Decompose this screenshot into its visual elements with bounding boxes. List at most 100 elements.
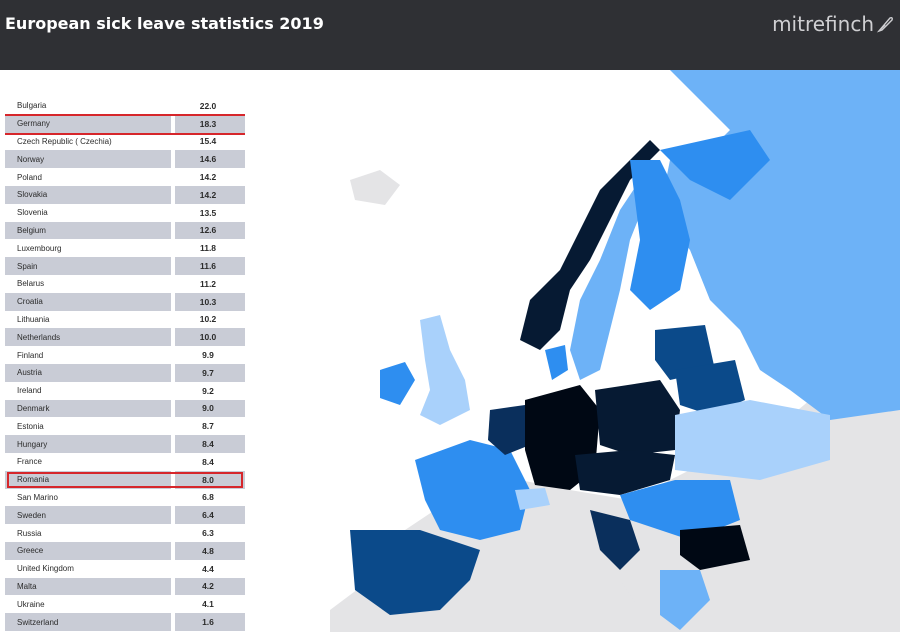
table-row: Netherlands 10.0 — [5, 328, 245, 347]
map-bulgaria — [680, 525, 750, 570]
table-row: Austria 9.7 — [5, 363, 245, 382]
table-row: Finland 9.9 — [5, 346, 245, 364]
country-name: Slovenia — [17, 208, 48, 218]
sick-leave-value: 8.0 — [202, 474, 214, 485]
table-row: Ireland 9.2 — [5, 381, 245, 400]
europe-choropleth-map — [330, 70, 900, 632]
country-name: Norway — [17, 154, 45, 164]
table-row: Slovenia 13.5 — [5, 203, 245, 222]
highlight-line — [5, 113, 245, 116]
column-gap — [171, 399, 175, 418]
column-gap — [171, 613, 175, 631]
table-row: Denmark 9.0 — [5, 399, 245, 418]
table-row: Poland 14.2 — [5, 168, 245, 186]
map-balkans — [590, 510, 640, 570]
country-name: Sweden — [17, 510, 46, 520]
column-gap — [171, 132, 175, 151]
sick-leave-value: 4.1 — [202, 599, 214, 610]
map-finland — [630, 160, 690, 310]
column-gap — [171, 363, 175, 382]
table-row: Germany 18.3 — [5, 114, 245, 133]
sick-leave-value: 9.2 — [202, 385, 214, 396]
column-gap — [171, 524, 175, 542]
column-gap — [171, 221, 175, 240]
country-name: Spain — [17, 261, 38, 271]
country-name: Denmark — [17, 403, 50, 413]
column-gap — [171, 435, 175, 453]
country-name: Netherlands — [17, 332, 61, 342]
sick-leave-value: 6.3 — [202, 528, 214, 539]
sick-leave-value: 15.4 — [199, 136, 217, 147]
sick-leave-value: 11.6 — [199, 261, 217, 272]
sick-leave-value: 4.4 — [202, 563, 214, 574]
map-russia-north — [660, 130, 770, 200]
column-gap — [171, 310, 175, 329]
feather-pen-icon — [876, 17, 893, 33]
sick-leave-value: 8.4 — [202, 456, 214, 467]
country-name: Lithuania — [17, 314, 50, 324]
column-gap — [171, 470, 175, 489]
map-poland — [595, 380, 680, 455]
column-gap — [171, 292, 175, 311]
brand-logo: mitrefinch — [772, 12, 894, 36]
table-row: Croatia 10.3 — [5, 292, 245, 311]
sick-leave-value: 9.9 — [202, 350, 214, 361]
map-france — [415, 440, 530, 540]
table-row: Lithuania 10.2 — [5, 310, 245, 329]
column-gap — [171, 274, 175, 293]
country-name: United Kingdom — [17, 564, 74, 574]
table-row: Ukraine 4.1 — [5, 595, 245, 614]
map-ireland — [380, 362, 415, 405]
map-united-kingdom — [420, 315, 470, 425]
sick-leave-value: 11.8 — [199, 243, 217, 254]
column-gap — [171, 506, 175, 525]
sick-leave-value: 14.2 — [199, 172, 217, 183]
column-gap — [171, 452, 175, 471]
table-row: Spain 11.6 — [5, 257, 245, 275]
column-gap — [171, 488, 175, 507]
map-ukraine — [675, 400, 830, 480]
table-row: Belarus 11.2 — [5, 274, 245, 293]
country-name: Romania — [17, 475, 50, 485]
country-name: Germany — [17, 119, 50, 129]
column-gap — [171, 97, 175, 115]
map-benelux — [488, 405, 530, 455]
country-name: San Marino — [17, 492, 58, 502]
column-gap — [171, 417, 175, 436]
table-row: Luxembourg 11.8 — [5, 239, 245, 258]
map-switzerland — [515, 488, 550, 510]
column-gap — [171, 150, 175, 169]
country-name: Russia — [17, 528, 42, 538]
country-name: Croatia — [17, 297, 43, 307]
country-name: Czech Republic ( Czechia) — [17, 136, 112, 146]
table-row: Norway 14.6 — [5, 150, 245, 169]
table-row: Bulgaria 22.0 — [5, 97, 245, 115]
map-norway — [520, 140, 660, 350]
map-central-europe — [575, 450, 675, 495]
column-gap — [171, 577, 175, 596]
country-name: Bulgaria — [17, 101, 47, 111]
column-gap — [171, 168, 175, 186]
table-row: France 8.4 — [5, 452, 245, 471]
sick-leave-value: 8.4 — [202, 439, 214, 450]
table-row: Slovakia 14.2 — [5, 185, 245, 204]
sick-leave-value: 12.6 — [199, 225, 217, 236]
column-gap — [171, 328, 175, 347]
column-gap — [171, 346, 175, 364]
map-iceland — [350, 170, 400, 205]
sick-leave-value: 13.5 — [199, 207, 217, 218]
column-gap — [171, 114, 175, 133]
table-row: Switzerland 1.6 — [5, 613, 245, 631]
table-row: United Kingdom 4.4 — [5, 559, 245, 578]
sick-leave-value: 22.0 — [199, 100, 217, 111]
sick-leave-value: 10.0 — [199, 332, 217, 343]
country-name: Poland — [17, 172, 42, 182]
map-hungary-romania — [620, 480, 740, 540]
table-row: Czech Republic ( Czechia) 15.4 — [5, 132, 245, 151]
map-sweden — [570, 180, 650, 380]
column-gap — [171, 239, 175, 258]
map-greece — [660, 570, 710, 630]
country-name: Slovakia — [17, 190, 48, 200]
country-name: Ireland — [17, 386, 42, 396]
sick-leave-value: 18.3 — [199, 118, 217, 129]
